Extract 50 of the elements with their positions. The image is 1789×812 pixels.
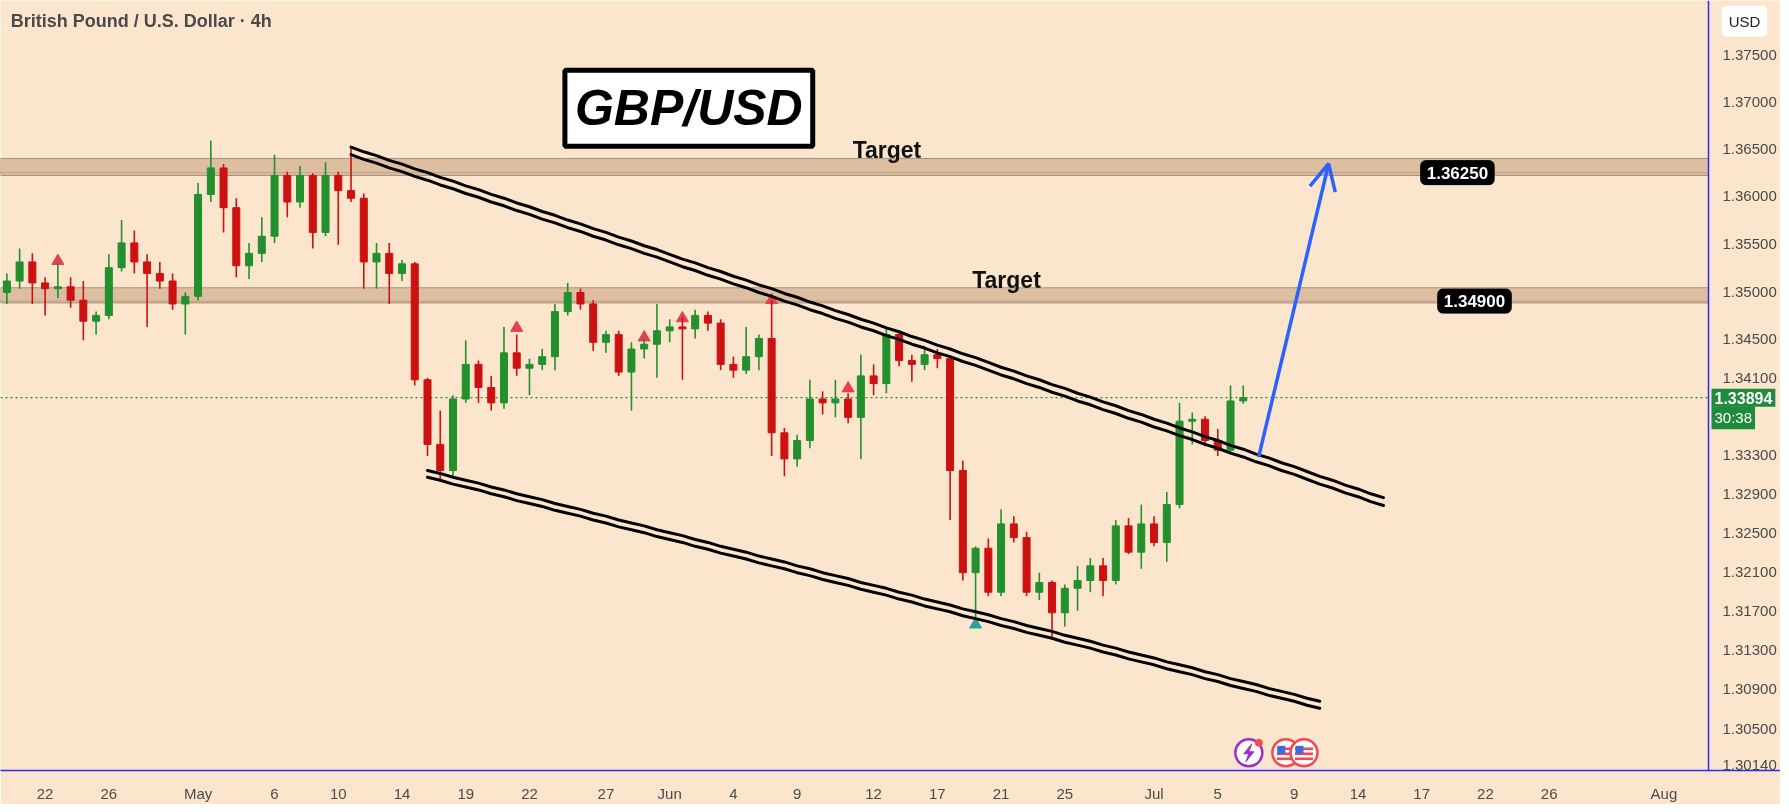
x-tick-label: 17 — [1413, 784, 1431, 802]
y-axis-title: USD — [1728, 12, 1761, 30]
x-tick-label: 6 — [270, 784, 279, 802]
x-tick-label: 26 — [1540, 784, 1558, 802]
x-tick-label: Aug — [1650, 784, 1678, 802]
ref-line-label: 1.33894 — [1714, 389, 1773, 407]
y-tick-label: 1.32500 — [1722, 523, 1777, 541]
x-tick-label: 26 — [100, 784, 118, 802]
ref-line-label: 1.34900 — [1443, 292, 1506, 312]
text: 30:38 — [1714, 409, 1753, 427]
y-tick-label: 1.32900 — [1722, 484, 1777, 502]
x-tick-label: 22 — [521, 784, 538, 802]
annotation: GBP/USD — [574, 80, 803, 137]
y-tick-label: 1.33300 — [1722, 446, 1777, 464]
x-tick-label: 12 — [865, 784, 882, 802]
y-tick-label: 1.36000 — [1722, 187, 1777, 205]
x-tick-label: 22 — [1477, 784, 1494, 802]
x-tick-label: 5 — [1213, 784, 1222, 802]
x-tick-label: 4 — [729, 784, 738, 802]
x-tick-label: 21 — [992, 784, 1010, 802]
x-tick-label: 14 — [393, 784, 411, 802]
ref-line-label: 1.36250 — [1426, 163, 1489, 183]
y-tick-label: 1.36500 — [1722, 139, 1777, 157]
y-tick-label: 1.37500 — [1722, 45, 1777, 63]
x-tick-label: 17 — [929, 784, 946, 802]
x-tick-label: 14 — [1349, 784, 1367, 802]
x-tick-label: 27 — [597, 784, 615, 802]
x-tick-label: Jun — [657, 784, 682, 802]
y-tick-label: 1.32100 — [1722, 562, 1777, 580]
y-tick-label: 1.30140 — [1722, 755, 1777, 773]
x-tick-label: 19 — [457, 784, 475, 802]
band-label: Target — [852, 137, 922, 164]
x-tick-label: May — [183, 784, 213, 802]
x-tick-label: 25 — [1056, 784, 1074, 802]
y-tick-label: 1.34100 — [1722, 368, 1777, 386]
y-tick-label: 1.30500 — [1722, 719, 1777, 737]
x-tick-label: 22 — [36, 784, 54, 802]
y-tick-label: 1.35000 — [1722, 282, 1777, 300]
y-tick-label: 1.31700 — [1722, 601, 1777, 619]
x-tick-label: 10 — [329, 784, 347, 802]
band-label: Target — [972, 266, 1042, 293]
x-tick-label: 9 — [1290, 784, 1299, 802]
y-tick-label: 1.35500 — [1722, 234, 1777, 252]
x-tick-label: 9 — [792, 784, 802, 802]
y-tick-label: 1.30900 — [1722, 680, 1777, 698]
x-tick-label: Jul — [1144, 784, 1164, 802]
y-tick-label: 1.34500 — [1722, 330, 1777, 348]
text: British Pound / U.S. Dollar · 4h — [10, 11, 272, 32]
y-tick-label: 1.37000 — [1722, 92, 1777, 110]
y-tick-label: 1.31300 — [1722, 641, 1777, 659]
